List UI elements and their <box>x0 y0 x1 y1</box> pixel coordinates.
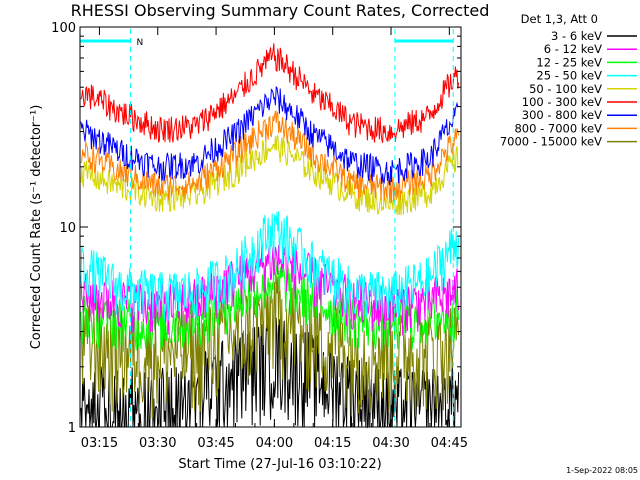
y-axis-label: Corrected Count Rate (s⁻¹ detector⁻¹) <box>29 105 44 350</box>
series-line-6 <box>80 43 460 144</box>
series-line-5 <box>80 134 460 216</box>
legend-label-8: 800 - 7000 keV <box>514 121 602 135</box>
x-tick-label-1: 03:15 <box>81 436 118 451</box>
x-tick-label-5: 04:15 <box>314 436 351 451</box>
flag-label: N <box>137 38 144 48</box>
y-tick-label-1: 1 <box>68 421 76 436</box>
series-line-9 <box>80 274 460 419</box>
x-tick-label-7: 04:45 <box>431 436 468 451</box>
y-tick-label-2: 10 <box>59 221 76 236</box>
x-tick-label-3: 03:45 <box>197 436 234 451</box>
x-tick-label-6: 04:30 <box>372 436 409 451</box>
y-axis: 1 10 100 <box>51 21 461 436</box>
footer-timestamp: 1-Sep-2022 08:05 <box>566 466 638 475</box>
legend-label-6: 100 - 300 keV <box>522 95 602 109</box>
chart-title: RHESSI Observing Summary Count Rates, Co… <box>71 1 490 20</box>
legend-label-2: 6 - 12 keV <box>544 42 602 56</box>
x-axis-label: Start Time (27-Jul-16 03:10:22) <box>178 457 381 472</box>
legend-label-4: 25 - 50 keV <box>536 69 602 83</box>
legend-label-3: 12 - 25 keV <box>536 55 602 69</box>
legend-label-5: 50 - 100 keV <box>529 82 602 96</box>
series-line-7 <box>80 85 459 186</box>
series-line-4 <box>80 211 460 322</box>
legend-label-9: 7000 - 15000 keV <box>500 135 602 149</box>
legend-title: Det 1,3, Att 0 <box>521 12 598 26</box>
legend-label-1: 3 - 6 keV <box>551 29 602 43</box>
x-tick-label-4: 04:00 <box>256 436 293 451</box>
legend-label-7: 300 - 800 keV <box>522 108 602 122</box>
y-tick-label-3: 100 <box>51 21 76 36</box>
x-axis: 03:15 03:30 03:45 04:00 04:15 04:30 04:45 <box>79 27 468 451</box>
x-tick-label-2: 03:30 <box>139 436 176 451</box>
